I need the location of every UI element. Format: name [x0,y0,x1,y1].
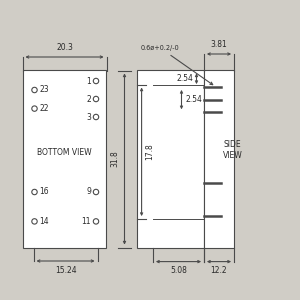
Bar [136,70,204,248]
Text: 31.8: 31.8 [111,151,120,167]
Text: 22: 22 [39,104,49,113]
Text: 2.54: 2.54 [186,95,202,104]
Text: 9: 9 [86,188,91,196]
Text: 5.08: 5.08 [170,266,187,275]
Text: 12.2: 12.2 [211,266,227,275]
Text: 2.54: 2.54 [176,74,193,83]
Bar [204,70,234,248]
Text: 16: 16 [39,188,49,196]
Text: BOTTOM VIEW: BOTTOM VIEW [37,148,92,157]
Text: 20.3: 20.3 [56,43,73,52]
Text: 0.6ø+0.2/-0: 0.6ø+0.2/-0 [141,45,213,85]
Text: 23: 23 [39,85,49,94]
Text: 3.81: 3.81 [211,40,227,49]
Text: 15.24: 15.24 [55,266,76,275]
Text: 17.8: 17.8 [145,143,154,160]
Text: 11: 11 [82,217,91,226]
Text: 1: 1 [86,76,91,85]
Text: 14: 14 [39,217,49,226]
Text: 3: 3 [86,112,91,122]
Bar [22,70,106,248]
Text: 2: 2 [86,94,91,103]
Text: SIDE
VIEW: SIDE VIEW [223,140,242,160]
